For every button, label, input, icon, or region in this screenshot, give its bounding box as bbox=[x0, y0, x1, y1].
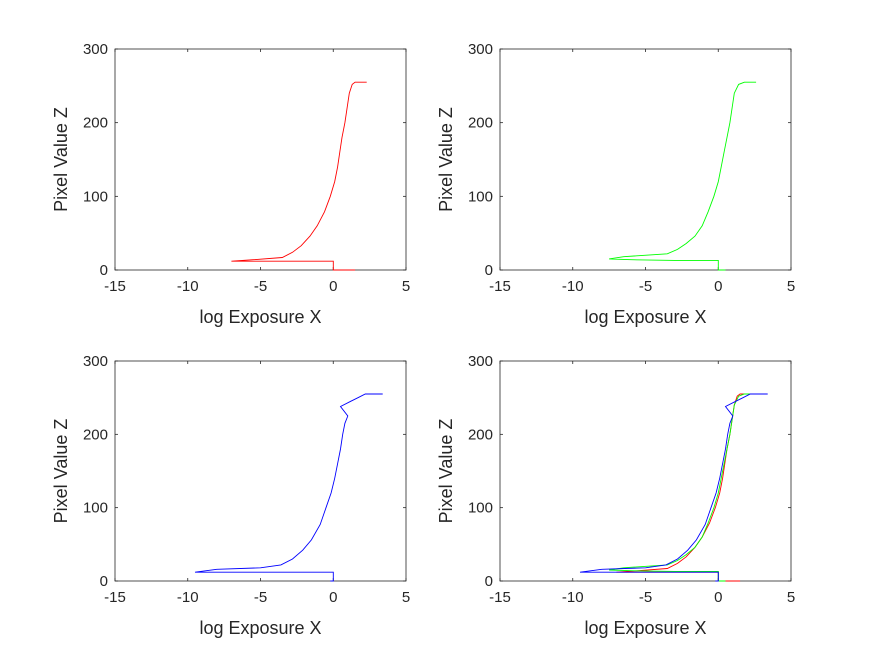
x-tick-label: -10 bbox=[562, 589, 584, 606]
x-tick-label: -10 bbox=[177, 589, 199, 606]
x-tick-label: -5 bbox=[254, 278, 267, 295]
y-tick-label: 100 bbox=[468, 188, 493, 205]
x-tick-label: 0 bbox=[714, 278, 722, 295]
x-tick-label: 5 bbox=[402, 278, 410, 295]
y-tick-label: 300 bbox=[83, 353, 108, 370]
x-tick-label: 5 bbox=[787, 278, 795, 295]
y-tick-label: 0 bbox=[485, 262, 493, 279]
y-tick-label: 200 bbox=[83, 115, 108, 132]
x-tick-label: 5 bbox=[402, 589, 410, 606]
x-tick-label: -5 bbox=[254, 589, 267, 606]
x-tick-label: -15 bbox=[104, 589, 126, 606]
response-curve-1 bbox=[609, 81, 757, 271]
x-tick-label: -15 bbox=[489, 589, 511, 606]
x-axis-label: log Exposure X bbox=[584, 307, 706, 327]
x-tick-label: 5 bbox=[787, 589, 795, 606]
axes-box bbox=[114, 360, 407, 582]
y-axis-label: Pixel Value Z bbox=[51, 419, 71, 524]
x-axis-label: log Exposure X bbox=[584, 618, 706, 638]
x-tick-label: -10 bbox=[562, 278, 584, 295]
y-tick-label: 300 bbox=[468, 41, 493, 58]
y-axis-label: Pixel Value Z bbox=[436, 107, 456, 212]
y-tick-label: 0 bbox=[100, 262, 108, 279]
y-tick-label: 100 bbox=[83, 188, 108, 205]
x-tick-label: 0 bbox=[329, 589, 337, 606]
response-curve-3 bbox=[579, 393, 768, 582]
y-tick-label: 0 bbox=[100, 573, 108, 590]
y-tick-label: 100 bbox=[468, 500, 493, 517]
y-tick-label: 200 bbox=[468, 426, 493, 443]
y-tick-label: 100 bbox=[83, 500, 108, 517]
y-axis-label: Pixel Value Z bbox=[51, 107, 71, 212]
x-tick-label: -15 bbox=[489, 278, 511, 295]
x-tick-label: -10 bbox=[177, 278, 199, 295]
y-tick-label: 300 bbox=[83, 41, 108, 58]
axes-box bbox=[114, 48, 407, 271]
response-curve-1 bbox=[231, 81, 367, 271]
x-tick-label: 0 bbox=[329, 278, 337, 295]
x-tick-label: -5 bbox=[639, 589, 652, 606]
response-curve-1 bbox=[194, 393, 383, 582]
x-axis-label: log Exposure X bbox=[199, 618, 321, 638]
x-tick-label: -15 bbox=[104, 278, 126, 295]
y-tick-label: 200 bbox=[83, 426, 108, 443]
y-axis-label: Pixel Value Z bbox=[436, 419, 456, 524]
y-tick-label: 200 bbox=[468, 115, 493, 132]
y-tick-label: 300 bbox=[468, 353, 493, 370]
x-tick-label: -5 bbox=[639, 278, 652, 295]
x-axis-label: log Exposure X bbox=[199, 307, 321, 327]
y-tick-label: 0 bbox=[485, 573, 493, 590]
x-tick-label: 0 bbox=[714, 589, 722, 606]
